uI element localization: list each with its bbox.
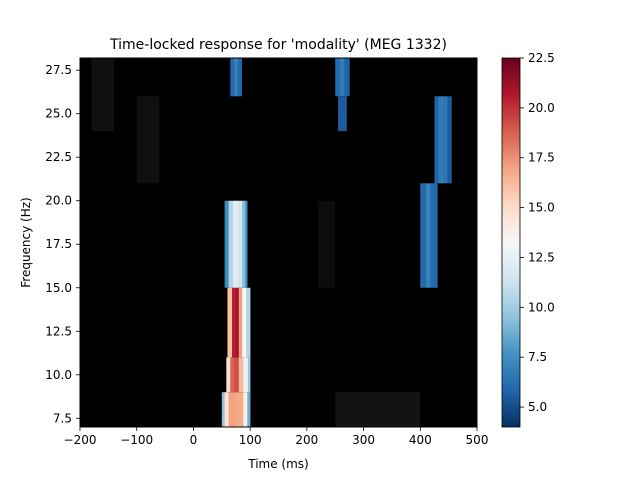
cluster-0-cell-3 — [235, 392, 244, 427]
cluster-7-cell-2 — [442, 96, 448, 184]
colorbar-ticks: 5.0 7.5 10.0 12.5 15.0 17.5 20.0 22.5 — [520, 51, 555, 414]
cluster-2-cell-0 — [227, 287, 233, 358]
y-tick-label: 27.5 — [45, 63, 72, 77]
cluster-7-cell-3 — [447, 96, 452, 184]
cluster-3-cell-4 — [242, 200, 246, 288]
y-tick-label: 20.0 — [45, 194, 72, 208]
chart-title: Time-locked response for 'modality' (MEG… — [109, 37, 447, 53]
y-tick-label: 17.5 — [45, 237, 72, 251]
x-tick-label: 200 — [295, 433, 318, 447]
plot-frame — [79, 57, 478, 428]
cluster-8-cell-2 — [430, 183, 438, 288]
y-axis-label: Frequency (Hz) — [19, 197, 33, 288]
cluster-0-cell-2 — [228, 392, 237, 427]
cluster-1-cell-1 — [230, 357, 235, 393]
x-tick-label: −100 — [120, 433, 153, 447]
x-tick-label: −200 — [64, 433, 97, 447]
colorbar-tick-label: 15.0 — [528, 201, 555, 215]
cluster-1-cell-0 — [226, 357, 231, 393]
colorbar-tick-label: 10.0 — [528, 300, 555, 314]
x-tick-label: 300 — [352, 433, 375, 447]
colorbar-tick-label: 22.5 — [528, 51, 555, 65]
faint-patch-1 — [136, 96, 160, 184]
cluster-8-cell-1 — [425, 183, 431, 288]
cluster-4-cell-0 — [230, 58, 235, 97]
cluster-5-cell-2 — [344, 58, 350, 97]
colorbar-tick-label: 20.0 — [528, 101, 555, 115]
cluster-7-cell-0 — [434, 96, 439, 184]
y-tick-label: 10.0 — [45, 368, 72, 382]
colorbar-tick-label: 12.5 — [528, 250, 555, 264]
y-tick-label: 22.5 — [45, 150, 72, 164]
cluster-3-cell-1 — [228, 200, 234, 288]
cluster-6-cell-1 — [342, 96, 347, 132]
cluster-0-cell-5 — [247, 392, 251, 427]
cluster-2-cell-3 — [238, 287, 243, 358]
x-axis-ticks: −200 −100 0 100 200 300 400 500 — [64, 427, 489, 447]
cluster-4-cell-2 — [237, 58, 242, 97]
cluster-0-cell-0 — [221, 392, 225, 427]
cluster-0-cell-1 — [224, 392, 229, 427]
cluster-3-cell-5 — [245, 200, 248, 288]
heatmap-cells — [91, 58, 452, 427]
cluster-5-cell-0 — [335, 58, 341, 97]
cluster-1-cell-3 — [238, 357, 244, 393]
colorbar — [501, 57, 521, 428]
y-tick-label: 7.5 — [53, 411, 72, 425]
cluster-1-cell-5 — [247, 357, 251, 393]
colorbar-tick-label: 17.5 — [528, 151, 555, 165]
cluster-5-cell-1 — [339, 58, 345, 97]
cluster-3-cell-0 — [224, 200, 229, 288]
colorbar-tick-label: 7.5 — [528, 350, 547, 364]
x-tick-label: 0 — [190, 433, 198, 447]
cluster-2-cell-5 — [246, 287, 251, 358]
faint-patch-2 — [91, 58, 115, 132]
cluster-6-cell-0 — [338, 96, 343, 132]
cluster-3-cell-3 — [237, 200, 243, 288]
cluster-3-cell-2 — [233, 200, 238, 288]
x-tick-label: 500 — [466, 433, 489, 447]
x-tick-label: 100 — [239, 433, 262, 447]
x-axis-label: Time (ms) — [247, 457, 309, 471]
cluster-1-cell-2 — [234, 357, 240, 393]
cluster-0-cell-4 — [243, 392, 248, 427]
cluster-2-cell-2 — [235, 287, 240, 358]
cluster-2-cell-1 — [231, 287, 236, 358]
cluster-1-cell-4 — [243, 357, 249, 393]
y-tick-label: 15.0 — [45, 281, 72, 295]
colorbar-tick-label: 5.0 — [528, 400, 547, 414]
cluster-4-cell-1 — [234, 58, 238, 97]
y-tick-label: 25.0 — [45, 107, 72, 121]
cluster-8-cell-0 — [420, 183, 427, 288]
cluster-2-cell-4 — [242, 287, 247, 358]
faint-patch-3 — [318, 200, 336, 288]
y-tick-label: 12.5 — [45, 324, 72, 338]
faint-patch-0 — [335, 392, 421, 427]
cluster-7-cell-1 — [438, 96, 444, 184]
y-axis-ticks: 7.5 10.0 12.5 15.0 17.5 20.0 22.5 25.0 27.5 — [45, 63, 80, 425]
x-tick-label: 400 — [409, 433, 432, 447]
